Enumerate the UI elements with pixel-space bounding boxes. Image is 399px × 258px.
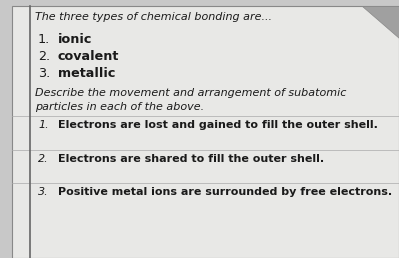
Text: Electrons are lost and gained to fill the outer shell.: Electrons are lost and gained to fill th… xyxy=(58,120,378,130)
Text: 1.: 1. xyxy=(38,33,50,46)
Text: particles in each of the above.: particles in each of the above. xyxy=(35,102,204,112)
FancyBboxPatch shape xyxy=(12,6,399,258)
Text: Positive metal ions are surrounded by free electrons.: Positive metal ions are surrounded by fr… xyxy=(58,187,392,197)
Text: 1.: 1. xyxy=(38,120,49,130)
Text: Electrons are shared to fill the outer shell.: Electrons are shared to fill the outer s… xyxy=(58,154,324,164)
Polygon shape xyxy=(362,6,399,38)
Text: metallic: metallic xyxy=(58,67,115,80)
Text: covalent: covalent xyxy=(58,50,119,63)
Text: 3.: 3. xyxy=(38,67,50,80)
Text: 2.: 2. xyxy=(38,154,49,164)
Text: The three types of chemical bonding are...: The three types of chemical bonding are.… xyxy=(35,12,272,22)
Text: 2.: 2. xyxy=(38,50,50,63)
Text: Describe the movement and arrangement of subatomic: Describe the movement and arrangement of… xyxy=(35,88,346,98)
Text: 3.: 3. xyxy=(38,187,49,197)
Text: ionic: ionic xyxy=(58,33,93,46)
